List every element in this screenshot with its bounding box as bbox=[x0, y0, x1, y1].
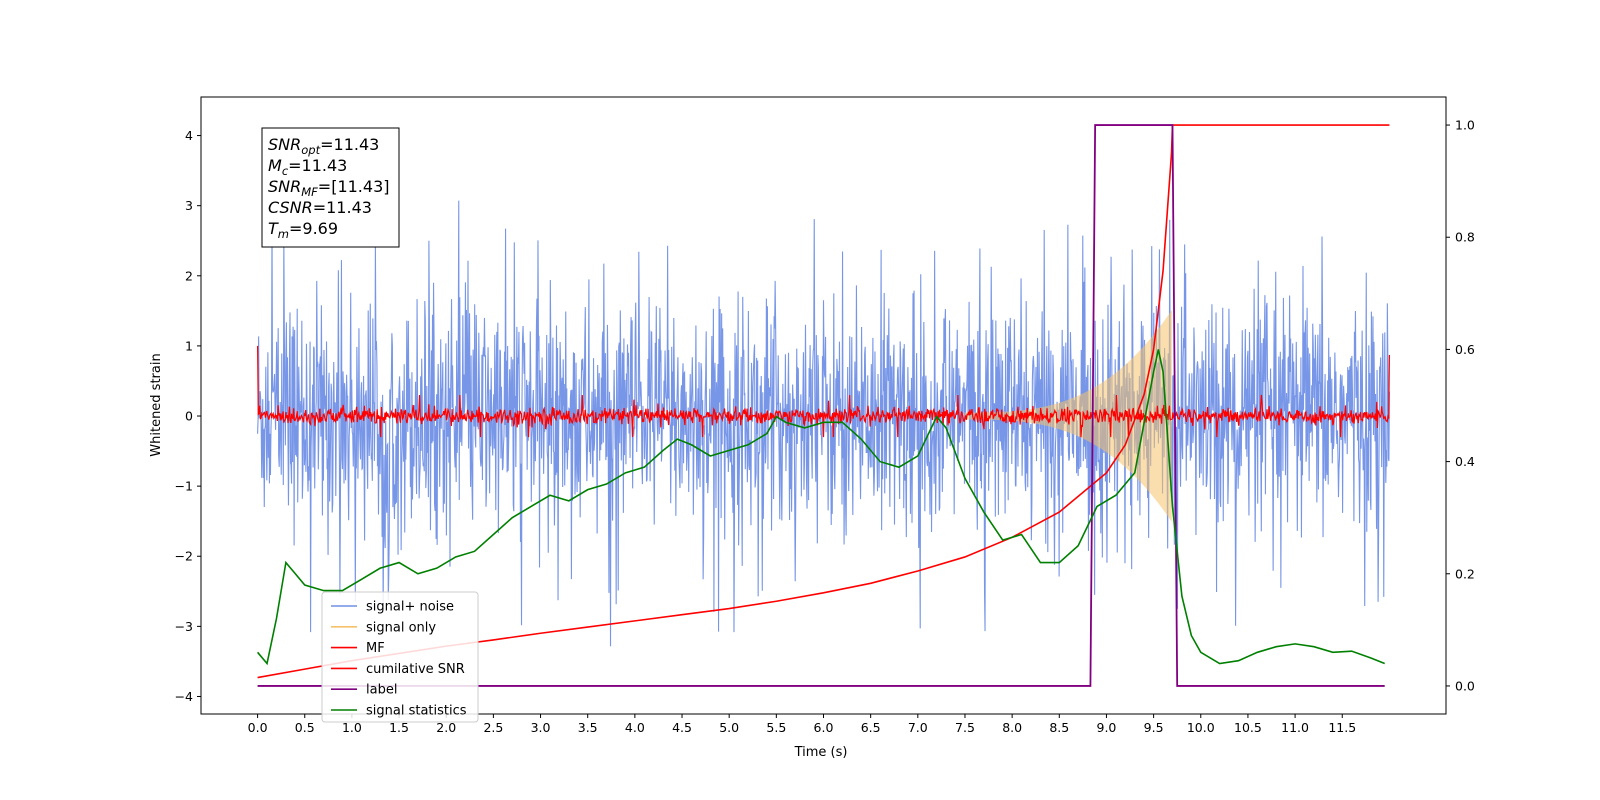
y-axis-label: Whitened strain bbox=[149, 353, 164, 456]
annotation-line: Tm=9.69 bbox=[268, 219, 338, 241]
x-tick-label: 8.5 bbox=[1049, 720, 1069, 735]
legend-label: signal statistics bbox=[366, 704, 467, 719]
legend-label: label bbox=[366, 683, 397, 698]
legend: signal+ noise signal only MF cumilative SNR… bbox=[321, 591, 479, 723]
y-left-tick-label: 1 bbox=[185, 338, 193, 353]
x-tick-label: 9.5 bbox=[1144, 720, 1164, 735]
x-tick-label: 10.5 bbox=[1234, 720, 1262, 735]
y-right-tick-label: 0.4 bbox=[1455, 454, 1475, 469]
x-tick-label: 11.5 bbox=[1328, 720, 1356, 735]
annotation-line: CSNR=11.43 bbox=[268, 198, 372, 217]
annotation-box: SNRopt=11.43Mc=11.43SNRMF=[11.43]CSNR=11… bbox=[261, 127, 400, 248]
x-tick-label: 2.0 bbox=[436, 720, 456, 735]
x-tick-label: 1.5 bbox=[389, 720, 409, 735]
x-tick-label: 4.5 bbox=[672, 720, 692, 735]
series-signal-only bbox=[964, 310, 1173, 521]
y-left-tick-label: 0 bbox=[185, 409, 193, 424]
x-tick-label: 3.5 bbox=[578, 720, 598, 735]
y-left-tick-label: −3 bbox=[175, 619, 193, 634]
x-tick-label: 1.0 bbox=[342, 720, 362, 735]
x-tick-label: 9.0 bbox=[1097, 720, 1117, 735]
y-left-tick-label: 4 bbox=[185, 128, 193, 143]
series-signal-statistics bbox=[256, 349, 1385, 666]
annotation-frame bbox=[261, 127, 400, 248]
series-mf bbox=[256, 345, 1391, 438]
x-tick-label: 11.0 bbox=[1281, 720, 1309, 735]
y-left-tick-label: −4 bbox=[175, 689, 193, 704]
x-tick-label: 5.0 bbox=[719, 720, 739, 735]
annotation-line: SNRopt=11.43 bbox=[268, 135, 379, 157]
y-axis-right: 1.0 0.8 0.6 0.4 0.2 0.0 bbox=[1446, 118, 1475, 693]
y-right-tick-label: 0.8 bbox=[1455, 230, 1475, 245]
y-right-tick-label: 0.0 bbox=[1455, 678, 1475, 693]
x-tick-label: 4.0 bbox=[625, 720, 645, 735]
x-tick-label: 6.5 bbox=[861, 720, 881, 735]
legend-label: signal+ noise bbox=[366, 600, 454, 615]
annotation-line: SNRMF=[11.43] bbox=[268, 177, 390, 199]
x-axis: 0.0 0.5 1.0 1.5 2.0 2.5 3.0 3.5 4.0 4.5 5.0 5.5 6.0 6… bbox=[248, 714, 1356, 735]
x-tick-label: 7.0 bbox=[908, 720, 928, 735]
x-tick-label: 3.0 bbox=[531, 720, 551, 735]
y-right-tick-label: 1.0 bbox=[1455, 118, 1475, 133]
x-tick-label: 2.5 bbox=[483, 720, 503, 735]
y-axis-left: 4 3 2 1 0 −1 −2 −3 −4 bbox=[175, 128, 201, 704]
legend-label: cumilative SNR bbox=[366, 662, 465, 677]
x-tick-label: 0.5 bbox=[295, 720, 315, 735]
x-tick-label: 7.5 bbox=[955, 720, 975, 735]
legend-frame bbox=[321, 591, 479, 723]
y-left-tick-label: 3 bbox=[185, 198, 193, 213]
legend-label: signal only bbox=[366, 620, 436, 635]
y-right-tick-label: 0.2 bbox=[1455, 566, 1475, 581]
x-tick-label: 6.0 bbox=[814, 720, 834, 735]
series-label bbox=[257, 124, 1385, 687]
y-left-tick-label: −2 bbox=[175, 549, 193, 564]
x-tick-label: 5.5 bbox=[766, 720, 786, 735]
y-right-tick-label: 0.6 bbox=[1455, 342, 1475, 357]
x-tick-label: 8.0 bbox=[1002, 720, 1022, 735]
x-axis-label: Time (s) bbox=[794, 745, 848, 760]
y-left-tick-label: −1 bbox=[175, 479, 193, 494]
y-left-tick-label: 2 bbox=[185, 268, 193, 283]
x-tick-label: 0.0 bbox=[248, 720, 268, 735]
series-signal-noise bbox=[257, 200, 1390, 647]
legend-label: MF bbox=[366, 641, 385, 656]
annotation-line: Mc=11.43 bbox=[268, 156, 347, 178]
x-tick-label: 10.0 bbox=[1187, 720, 1215, 735]
